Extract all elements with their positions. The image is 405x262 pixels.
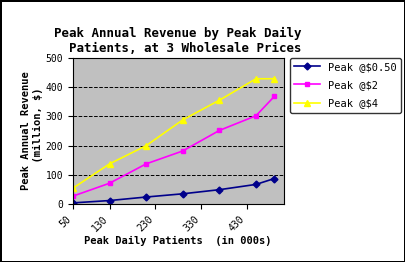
Peak @$2 — [180, 149, 185, 152]
Line: Peak @$4: Peak @$4 — [70, 76, 277, 191]
Peak @$4 — [180, 118, 185, 121]
Peak @$4 — [144, 144, 149, 147]
Peak @$0.50 — [70, 201, 75, 204]
Peak @$2 — [272, 95, 277, 98]
Peak @$2 — [70, 195, 75, 198]
Legend: Peak @$0.50, Peak @$2, Peak @$4: Peak @$0.50, Peak @$2, Peak @$4 — [290, 58, 401, 113]
Peak @$0.50 — [217, 188, 222, 191]
Peak @$2 — [217, 129, 222, 132]
Peak @$4 — [254, 77, 258, 80]
Peak @$4 — [107, 162, 112, 165]
Peak @$0.50 — [254, 183, 258, 186]
Peak @$0.50 — [144, 195, 149, 199]
Line: Peak @$0.50: Peak @$0.50 — [70, 176, 277, 205]
Y-axis label: Peak Annual Revenue
  (million, $): Peak Annual Revenue (million, $) — [21, 72, 43, 190]
Peak @$2 — [144, 162, 149, 165]
Peak @$4 — [272, 77, 277, 80]
X-axis label: Peak Daily Patients  (in 000s): Peak Daily Patients (in 000s) — [85, 236, 272, 247]
Peak @$0.50 — [180, 192, 185, 195]
Peak @$4 — [70, 187, 75, 190]
Peak @$0.50 — [272, 177, 277, 180]
Title: Peak Annual Revenue by Peak Daily
  Patients, at 3 Wholesale Prices: Peak Annual Revenue by Peak Daily Patien… — [54, 27, 302, 55]
Peak @$2 — [107, 182, 112, 185]
Peak @$0.50 — [107, 199, 112, 202]
Peak @$2 — [254, 114, 258, 117]
Peak @$4 — [217, 99, 222, 102]
Line: Peak @$2: Peak @$2 — [70, 94, 277, 199]
